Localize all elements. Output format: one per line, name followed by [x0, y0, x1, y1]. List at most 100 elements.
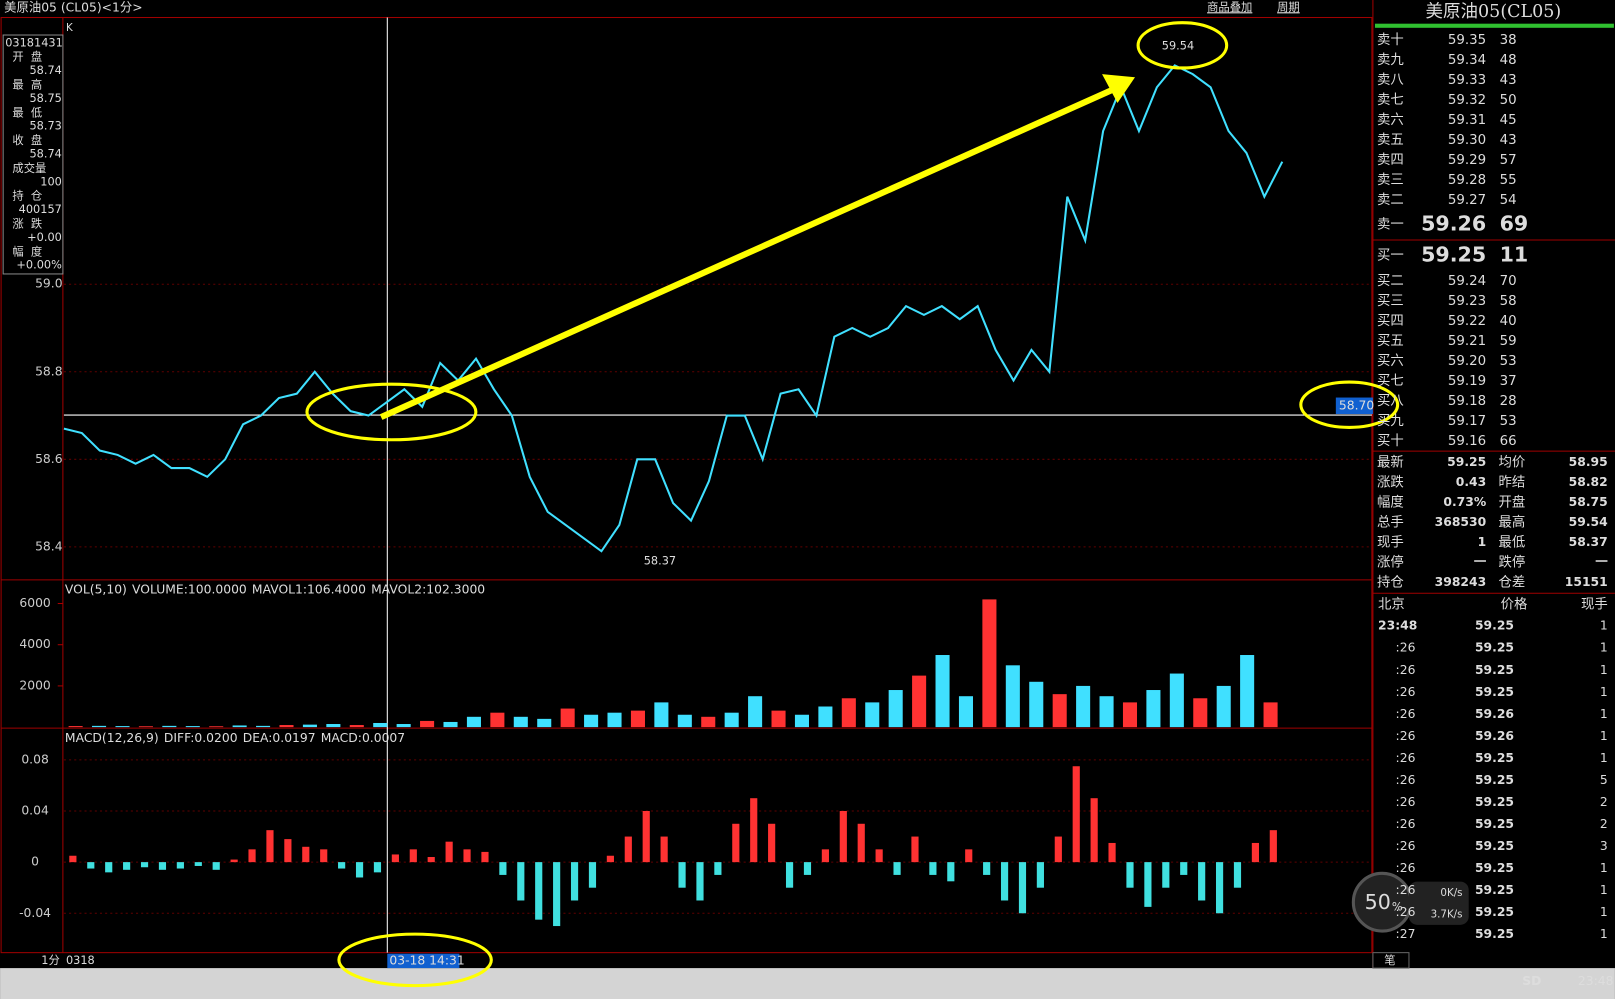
book-volume: 50: [1500, 93, 1517, 108]
info-label: 成交量: [12, 161, 46, 175]
annotation-ellipse: [1136, 21, 1229, 70]
volume-bar: [677, 714, 692, 728]
volume-bar: [396, 724, 411, 728]
book-label: 买十: [1377, 433, 1404, 449]
macd-bar: [338, 862, 346, 869]
macd-bar: [875, 849, 883, 863]
book-volume: 45: [1500, 113, 1517, 128]
macd-bar: [391, 854, 399, 863]
tab[interactable]: [1372, 952, 1410, 969]
trade-time: :26: [1396, 641, 1416, 655]
annotation-ellipse: [305, 382, 478, 442]
stat-value: 368530: [1435, 515, 1487, 529]
macd-bar: [140, 862, 149, 868]
macd-bar: [821, 849, 829, 863]
volume-bar: [912, 675, 927, 728]
book-label: 买九: [1377, 413, 1404, 429]
trade-time: :26: [1396, 663, 1416, 677]
macd-bar: [678, 862, 686, 888]
trade-time: :26: [1396, 751, 1416, 765]
macd-bar: [785, 862, 794, 888]
book-price: 59.28: [1448, 173, 1486, 188]
book-price: 59.31: [1448, 113, 1486, 128]
stat-value: 一: [1595, 555, 1608, 569]
trade-volume: 1: [1600, 641, 1608, 655]
book-label: 卖十: [1377, 32, 1404, 48]
stat-label: 最低: [1499, 534, 1526, 550]
book-label: 卖四: [1377, 152, 1404, 168]
y-tick-label: 6000: [19, 596, 51, 610]
stat-label: 最新: [1377, 454, 1404, 470]
volume-bar: [888, 690, 903, 728]
macd-bar: [983, 862, 991, 875]
macd-bar: [553, 862, 561, 927]
volume-bar: [1146, 690, 1161, 728]
trade-time: :26: [1396, 905, 1416, 919]
info-value: 100: [40, 174, 62, 188]
volume-bar: [138, 726, 153, 728]
book-volume: 57: [1500, 153, 1517, 168]
volume-bar: [818, 706, 833, 728]
book-volume: 69: [1500, 212, 1529, 236]
corner-label: K: [66, 22, 73, 34]
book-label: 买四: [1377, 313, 1404, 329]
stat-value: 0.43: [1456, 475, 1486, 489]
y-tick-label: -0.04: [19, 906, 51, 920]
volume-bar: [607, 712, 622, 728]
book-price: 59.35: [1448, 33, 1486, 48]
macd-bar: [1108, 842, 1116, 863]
trade-time: :26: [1396, 795, 1416, 809]
volume-bar: [771, 710, 786, 728]
book-price: 59.19: [1448, 374, 1486, 389]
y-tick-label: 0: [31, 855, 39, 869]
stat-value: 58.95: [1569, 455, 1608, 469]
volume-bar: [1122, 702, 1138, 728]
volume-bar: [68, 726, 83, 728]
trade-volume: 3: [1600, 839, 1608, 853]
volume-bar: [982, 599, 997, 728]
stat-label: 昨结: [1499, 474, 1526, 490]
trade-time: :26: [1396, 707, 1416, 721]
window-title: 美原油05 (CL05)<1分>: [4, 1, 142, 15]
volume-bar: [865, 702, 880, 728]
trade-time: :26: [1396, 861, 1416, 875]
book-label: 买三: [1377, 293, 1404, 309]
macd-bar: [409, 849, 417, 863]
trade-price: 59.25: [1475, 927, 1514, 941]
book-label: 买二: [1377, 273, 1404, 289]
chart-frame: [0, 16, 1373, 954]
y-tick-label: 0.08: [21, 752, 49, 766]
trade-volume: 2: [1600, 817, 1608, 831]
macd-bar: [535, 862, 543, 920]
macd-bar: [266, 830, 274, 863]
speed-percent: 50: [1365, 890, 1391, 914]
stat-value: 58.37: [1569, 535, 1608, 549]
trade-price: 59.26: [1475, 707, 1514, 721]
volume-bar: [513, 716, 528, 728]
macd-bar: [1269, 830, 1277, 863]
trade-volume: 1: [1600, 883, 1608, 897]
book-label: 卖八: [1377, 72, 1404, 88]
macd-bar: [373, 862, 382, 873]
side-title: 美原油05(CL05): [1426, 2, 1562, 22]
trade-price: 59.25: [1475, 663, 1514, 677]
taskbar: [0, 968, 1615, 999]
trades-header: 现手: [1581, 597, 1608, 613]
volume-bar: [724, 712, 739, 728]
trade-volume: 1: [1600, 751, 1608, 765]
macd-bar: [1215, 862, 1224, 914]
trade-price: 59.25: [1475, 839, 1514, 853]
overlay-button: 商品叠加: [1207, 0, 1252, 14]
volume-bar: [209, 726, 224, 728]
macd-bar: [123, 862, 131, 870]
y-tick-label: 4000: [19, 637, 51, 651]
volume-bar: [373, 722, 388, 728]
y-tick-label: 58.8: [35, 364, 63, 378]
book-price: 59.26: [1421, 212, 1486, 236]
book-volume: 58: [1500, 294, 1517, 309]
book-volume: 28: [1500, 394, 1517, 409]
stat-label: 仓差: [1499, 574, 1526, 590]
stat-value: 15151: [1565, 575, 1608, 589]
high-label: 59.54: [1162, 38, 1194, 52]
macd-bar: [176, 862, 184, 869]
